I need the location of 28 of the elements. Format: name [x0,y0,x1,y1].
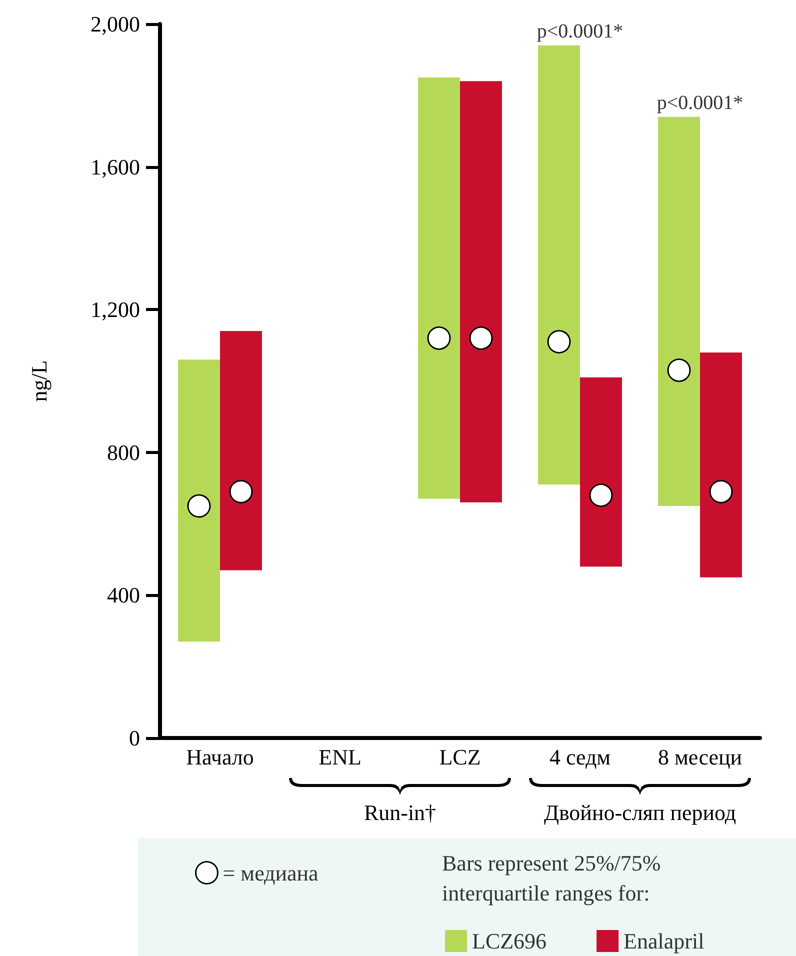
annotation: p<0.0001* [656,92,744,114]
bar [580,377,622,567]
legend-label: LCZ696 [472,928,547,954]
text: Двойно-сляп период [544,800,736,825]
y-tick-label: 2,000 [90,12,140,36]
x-tick-label: LCZ [439,744,481,770]
x-tick-label: Начало [186,744,254,770]
y-axis-title: ng/L [26,360,52,402]
y-tick-label: 0 [129,726,140,750]
bar [700,352,742,578]
y-tick-label: 1,600 [90,154,140,180]
text: Run-in† [364,800,436,825]
y-tick-label: 400 [107,582,140,608]
annotation: p<0.0001* [536,20,624,42]
bar [178,360,220,642]
legend-label: Enalapril [624,928,704,954]
y-tick-label: 800 [107,440,140,465]
bar [460,81,502,502]
legend-title: Bars represent 25%/75% interquartile ranges for: [442,850,666,906]
y-tick-label: 1,200 [90,297,140,322]
bar [538,45,580,485]
bar [418,78,460,499]
bar [220,331,262,570]
x-tick-label: ENL [318,744,362,770]
bar [658,116,700,506]
legend-label: = медиана [222,860,319,886]
x-tick-label: 8 месеци [658,744,742,770]
x-tick-label: 4 седм [549,744,611,770]
